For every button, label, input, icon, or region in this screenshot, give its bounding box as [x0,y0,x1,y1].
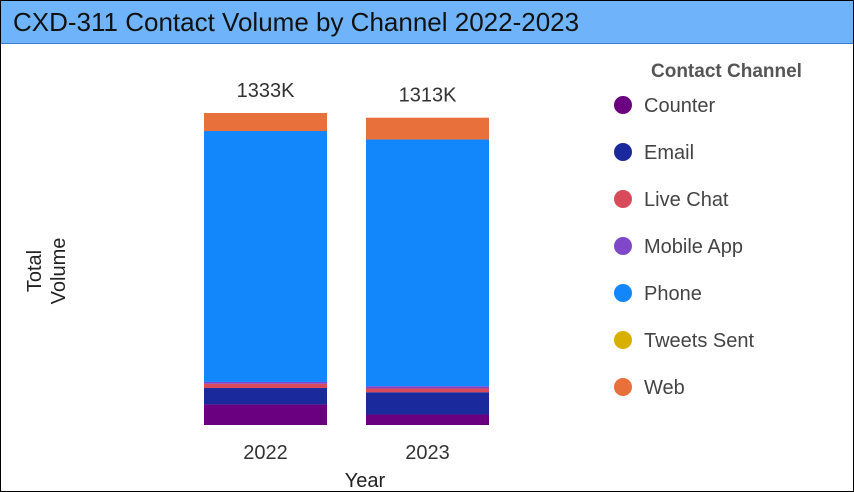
legend-swatch-web [614,378,632,396]
x-tick-labels: 2022 2023 [243,442,450,464]
legend-label-live-chat: Live Chat [644,189,729,211]
legend-label-tweets-sent: Tweets Sent [644,330,755,352]
bar-counter-2022 [204,404,327,425]
legend-swatch-mobile-app [614,237,632,255]
total-labels: 1333K 1313K [237,80,457,107]
bar-web-2023 [366,117,489,140]
bar-web-2022 [204,113,327,132]
y-axis-label-line: Total [24,250,46,292]
chart-title: CXD-311 Contact Volume by Channel 2022-2… [13,7,580,37]
x-axis-label: Year [345,470,386,491]
legend-swatch-live-chat [614,190,632,208]
total-label-2022: 1333K [237,80,295,102]
bar-mobile-app-2023 [366,386,489,389]
legend: Counter Email Live Chat Mobile App Phone Twee… [614,95,755,399]
y-axis-label-line: Volume [48,238,70,305]
bar-counter-2023 [366,414,489,425]
x-tick-2022: 2022 [243,442,288,464]
legend-swatch-counter [614,96,632,114]
legend-swatch-phone [614,284,632,302]
bar-email-2023 [366,392,489,415]
bar-email-2022 [204,388,327,405]
legend-swatch-email [614,143,632,161]
legend-swatch-tweets-sent [614,331,632,349]
legend-label-phone: Phone [644,283,702,305]
legend-label-web: Web [644,377,685,399]
bars-group [204,113,489,425]
bar-live-chat-2023 [366,388,489,393]
x-tick-2023: 2023 [405,442,450,464]
total-label-2023: 1313K [399,85,457,107]
y-axis-label: Total Volume [24,238,70,305]
legend-label-counter: Counter [644,95,715,117]
bar-live-chat-2022 [204,383,327,389]
bar-phone-2022 [204,131,327,382]
legend-label-mobile-app: Mobile App [644,236,743,258]
title-bar: CXD-311 Contact Volume by Channel 2022-2… [1,1,853,44]
legend-title: Contact Channel [651,61,802,82]
bar-mobile-app-2022 [204,381,327,384]
legend-label-email: Email [644,142,694,164]
bar-phone-2023 [366,139,489,387]
